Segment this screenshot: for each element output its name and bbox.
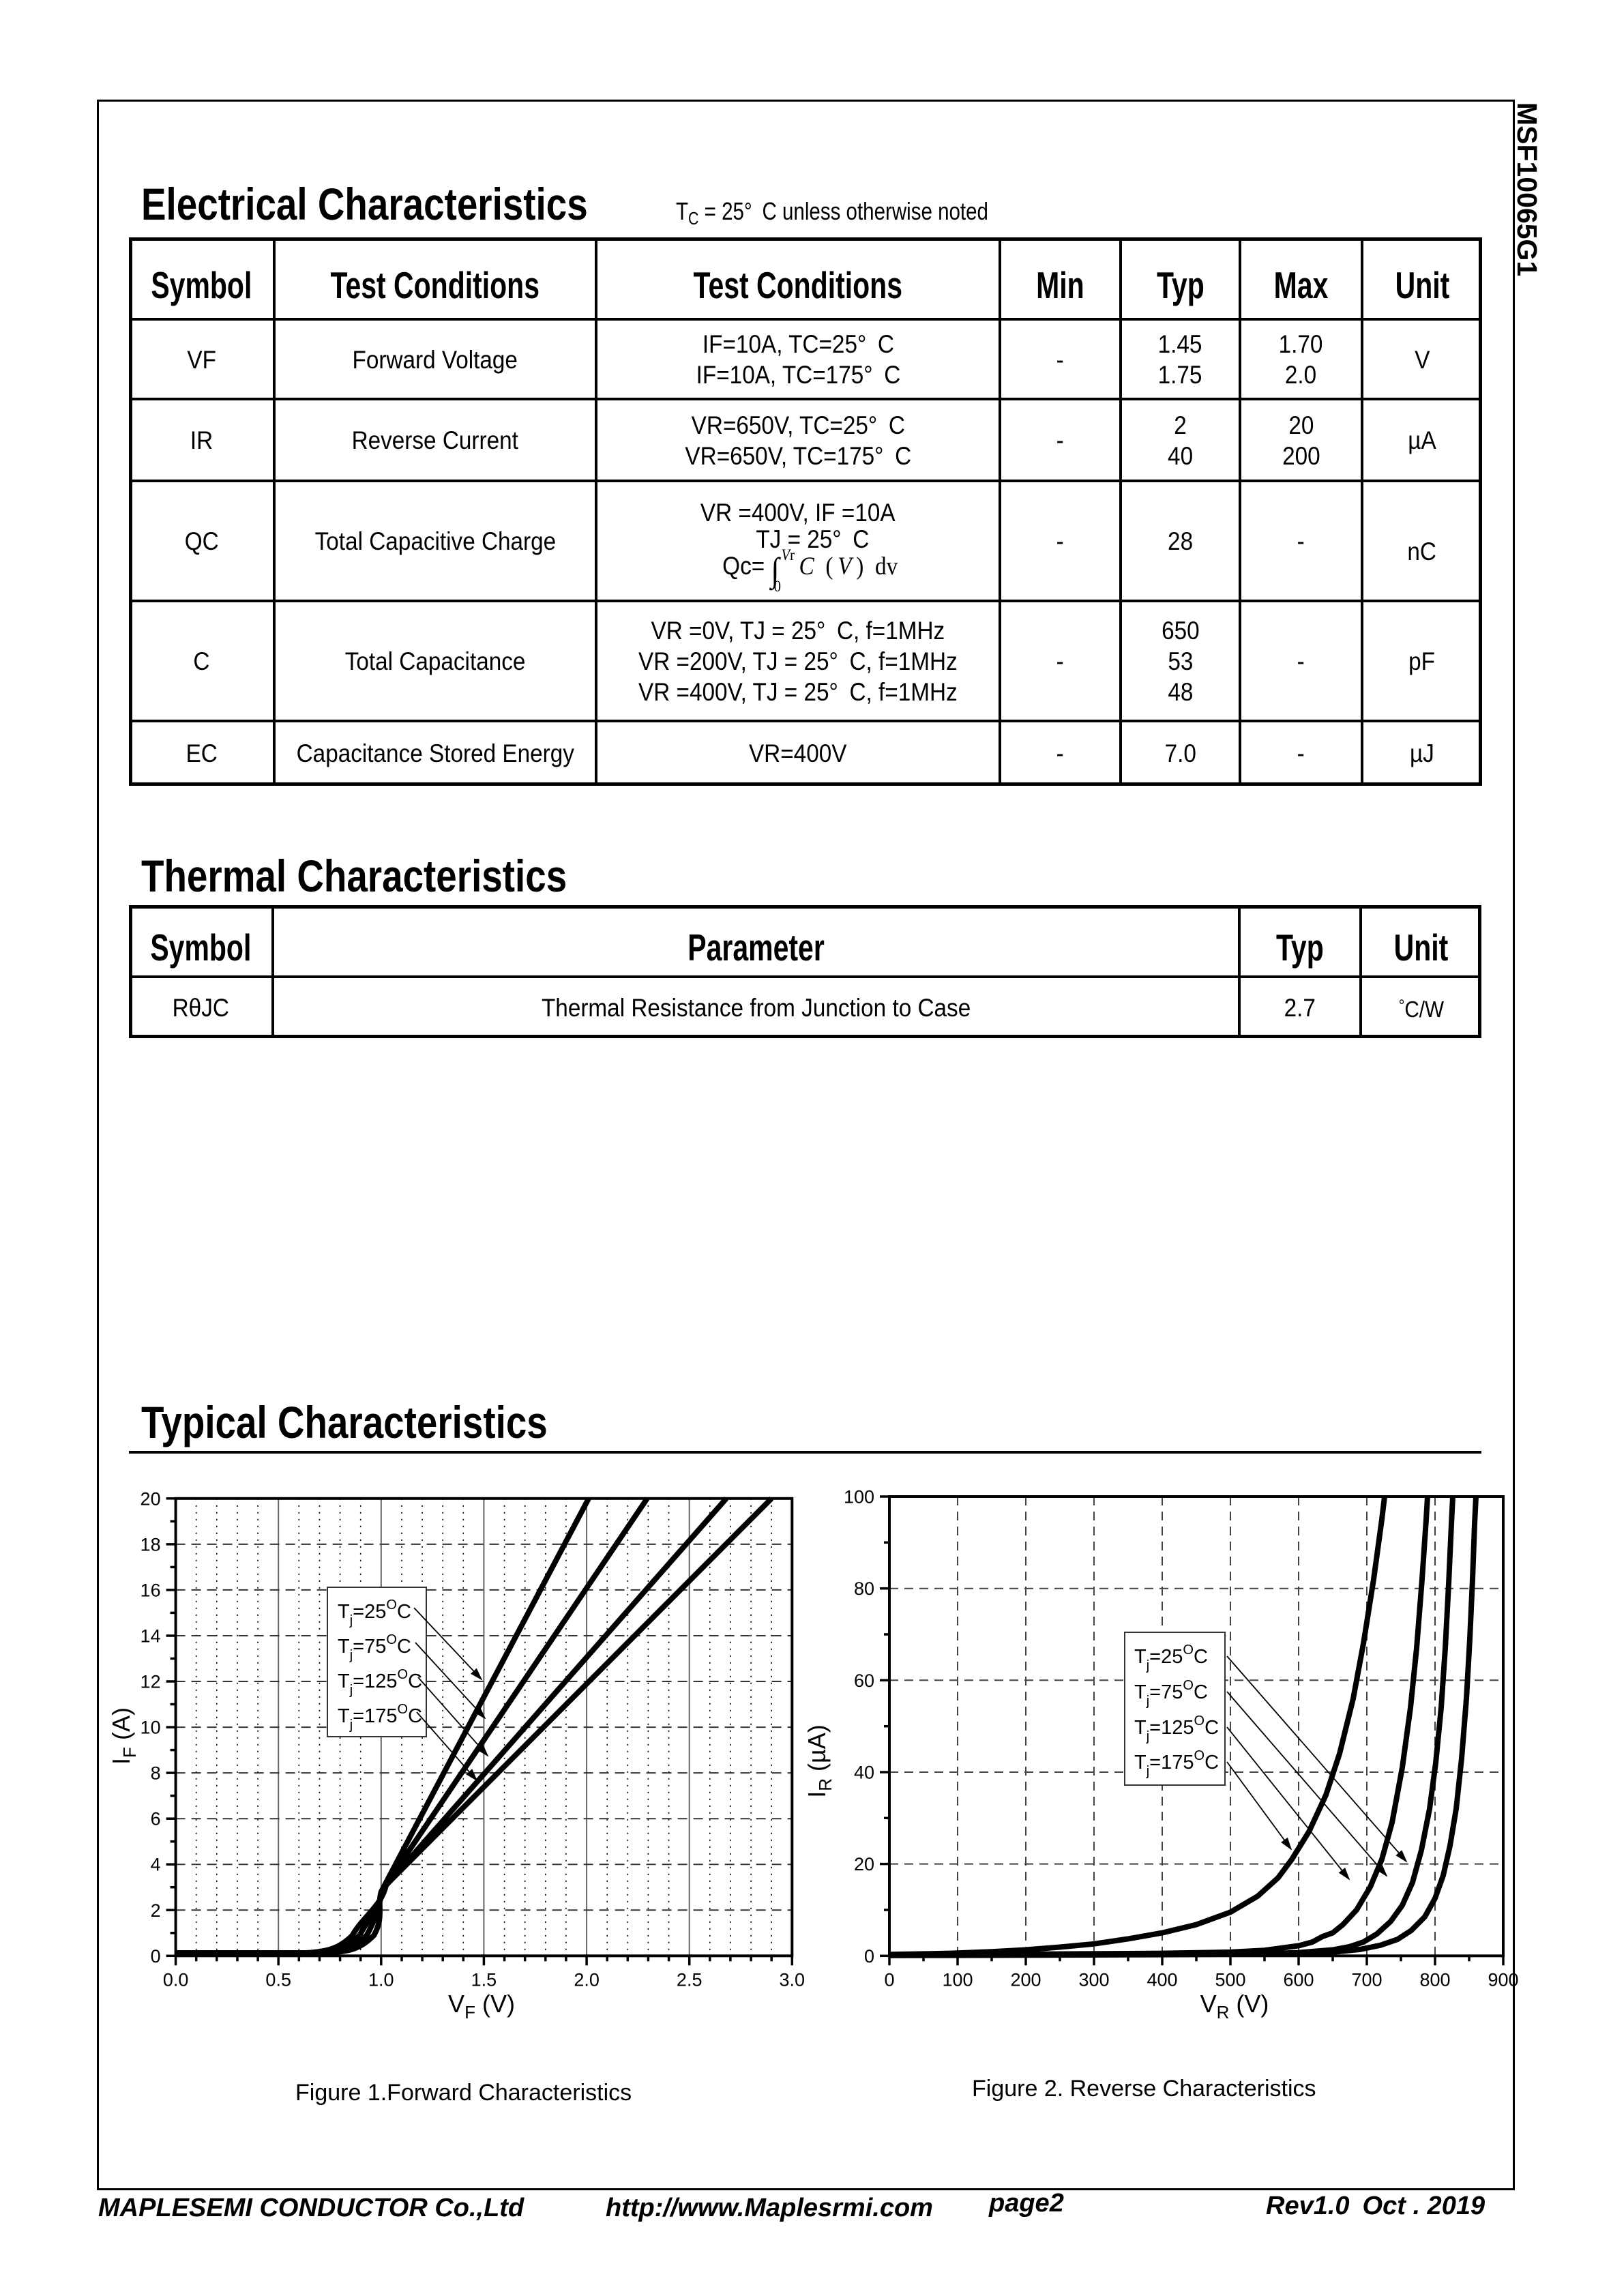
svg-text:700: 700 [1351, 1969, 1382, 1990]
svg-text:VR (V): VR (V) [1200, 1990, 1269, 2022]
svg-text:VF (V): VF (V) [448, 1990, 515, 2022]
svg-text:200: 200 [1010, 1969, 1041, 1990]
svg-text:100: 100 [942, 1969, 973, 1990]
svg-text:6: 6 [151, 1809, 161, 1829]
svg-text:300: 300 [1078, 1969, 1109, 1990]
svg-text:80: 80 [854, 1578, 874, 1599]
svg-text:40: 40 [854, 1763, 874, 1783]
svg-text:10: 10 [141, 1718, 161, 1738]
svg-text:IR (µA): IR (µA) [803, 1724, 836, 1798]
svg-text:18: 18 [141, 1534, 161, 1555]
svg-text:14: 14 [141, 1626, 161, 1647]
svg-text:IF (A): IF (A) [107, 1707, 140, 1765]
svg-text:900: 900 [1488, 1969, 1518, 1990]
svg-text:0.5: 0.5 [265, 1969, 291, 1990]
svg-text:0.0: 0.0 [163, 1969, 189, 1990]
svg-text:2.0: 2.0 [574, 1969, 600, 1990]
svg-text:60: 60 [854, 1671, 874, 1691]
svg-text:20: 20 [854, 1854, 874, 1874]
svg-text:0: 0 [151, 1946, 161, 1967]
svg-text:0: 0 [884, 1969, 894, 1990]
svg-text:12: 12 [141, 1672, 161, 1692]
svg-text:Figure 2. Reverse Characterist: Figure 2. Reverse Characteristics [972, 2076, 1316, 2102]
svg-text:Figure 1.Forward Characteristi: Figure 1.Forward Characteristics [295, 2080, 632, 2106]
svg-text:800: 800 [1419, 1969, 1450, 1990]
svg-text:600: 600 [1283, 1969, 1314, 1990]
svg-text:20: 20 [141, 1488, 161, 1509]
svg-text:1.5: 1.5 [471, 1969, 497, 1990]
svg-text:400: 400 [1147, 1969, 1177, 1990]
svg-text:500: 500 [1215, 1969, 1245, 1990]
svg-text:0: 0 [864, 1946, 874, 1967]
svg-text:16: 16 [141, 1580, 161, 1600]
svg-text:100: 100 [844, 1487, 874, 1507]
svg-text:8: 8 [151, 1763, 161, 1784]
svg-text:1.0: 1.0 [368, 1969, 394, 1990]
svg-text:2.5: 2.5 [677, 1969, 703, 1990]
svg-text:4: 4 [151, 1855, 161, 1875]
svg-text:3.0: 3.0 [780, 1969, 806, 1990]
svg-text:2: 2 [151, 1900, 161, 1921]
